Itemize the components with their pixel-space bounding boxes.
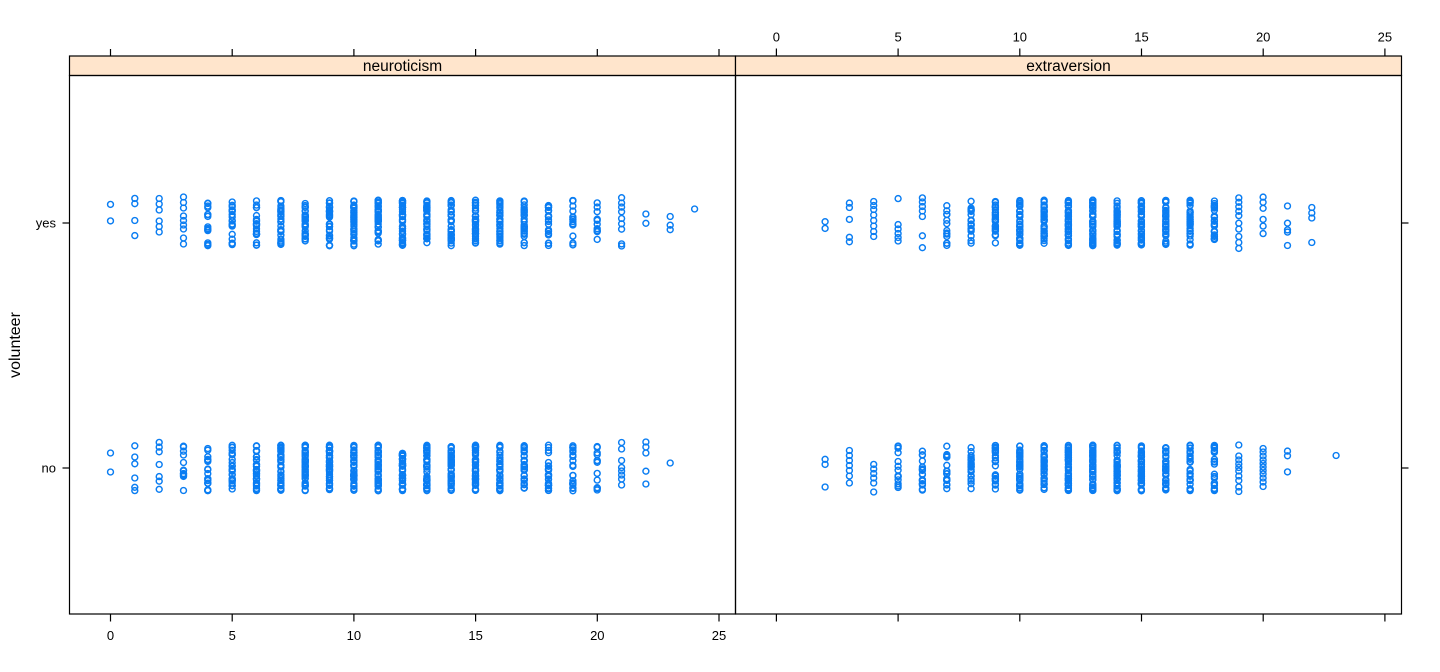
svg-text:5: 5 bbox=[229, 628, 236, 643]
svg-text:10: 10 bbox=[1013, 30, 1027, 45]
svg-text:volunteer: volunteer bbox=[7, 311, 24, 377]
svg-text:no: no bbox=[42, 461, 56, 476]
svg-text:yes: yes bbox=[36, 216, 57, 231]
svg-text:5: 5 bbox=[894, 30, 901, 45]
svg-text:neuroticism: neuroticism bbox=[363, 58, 442, 75]
svg-text:15: 15 bbox=[468, 628, 482, 643]
svg-text:25: 25 bbox=[712, 628, 726, 643]
svg-text:15: 15 bbox=[1134, 30, 1148, 45]
svg-text:25: 25 bbox=[1378, 30, 1392, 45]
svg-text:20: 20 bbox=[1256, 30, 1270, 45]
svg-text:0: 0 bbox=[107, 628, 114, 643]
svg-text:20: 20 bbox=[590, 628, 604, 643]
svg-text:0: 0 bbox=[773, 30, 780, 45]
svg-text:10: 10 bbox=[347, 628, 361, 643]
svg-text:extraversion: extraversion bbox=[1026, 58, 1110, 75]
